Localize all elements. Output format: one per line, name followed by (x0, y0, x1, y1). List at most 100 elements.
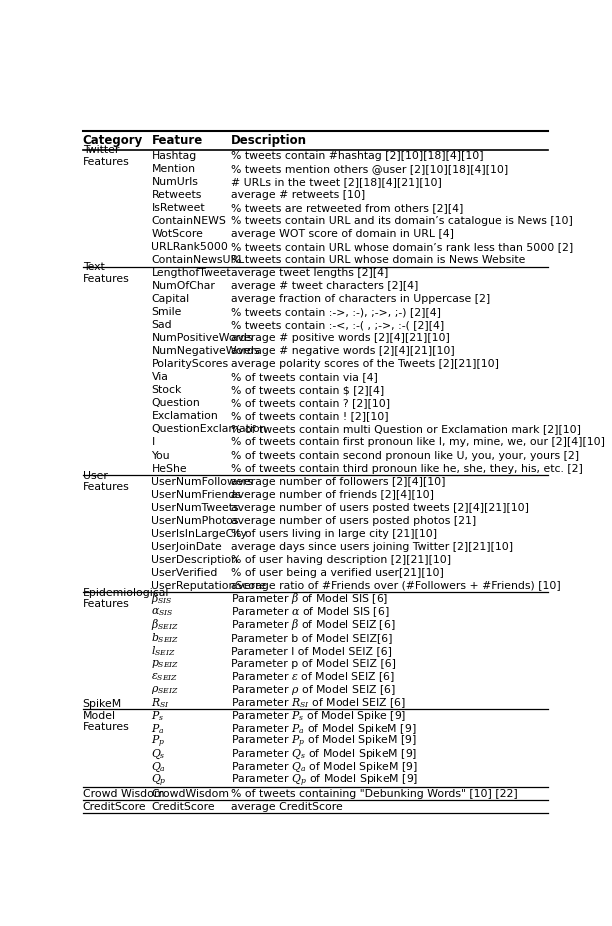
Text: % of tweets contain ! [2][10]: % of tweets contain ! [2][10] (231, 411, 388, 421)
Text: % tweets contain URL whose domain’s rank less than 5000 [2]: % tweets contain URL whose domain’s rank… (231, 243, 573, 252)
Text: $\alpha_{SIS}$: $\alpha_{SIS}$ (151, 606, 174, 618)
Text: Category: Category (83, 134, 143, 147)
Text: LengthofTweet: LengthofTweet (151, 269, 231, 279)
Text: Parameter $\alpha$ of Model SIS [6]: Parameter $\alpha$ of Model SIS [6] (231, 605, 389, 619)
Text: Description: Description (231, 134, 307, 147)
Text: average polarity scores of the Tweets [2][21][10]: average polarity scores of the Tweets [2… (231, 359, 499, 369)
Text: % of tweets contain $ [2][4]: % of tweets contain $ [2][4] (231, 385, 384, 395)
Text: NumPositiveWords: NumPositiveWords (151, 333, 253, 344)
Text: % tweets contain URL whose domain is News Website: % tweets contain URL whose domain is New… (231, 256, 525, 265)
Text: UserDescription: UserDescription (151, 555, 239, 565)
Text: Stock: Stock (151, 385, 182, 395)
Text: User
Features: User Features (83, 470, 129, 493)
Text: CreditScore: CreditScore (151, 802, 215, 812)
Text: CrowdWisdom: CrowdWisdom (151, 789, 230, 799)
Text: UserIsInLargeCity: UserIsInLargeCity (151, 529, 247, 539)
Text: Parameter $P_s$ of Model Spike [9]: Parameter $P_s$ of Model Spike [9] (231, 708, 406, 723)
Text: $p_{SEIZ}$: $p_{SEIZ}$ (151, 657, 179, 669)
Text: Parameter $Q_p$ of Model SpikeM [9]: Parameter $Q_p$ of Model SpikeM [9] (231, 772, 418, 789)
Text: average fraction of characters in Uppercase [2]: average fraction of characters in Upperc… (231, 294, 490, 305)
Text: Parameter l of Model SEIZ [6]: Parameter l of Model SEIZ [6] (231, 645, 392, 656)
Text: UserVerified: UserVerified (151, 568, 218, 578)
Text: PolarityScores: PolarityScores (151, 359, 228, 369)
Text: Retweets: Retweets (151, 190, 202, 200)
Text: average ratio of #Friends over (#Followers + #Friends) [10]: average ratio of #Friends over (#Followe… (231, 581, 561, 591)
Text: QuestionExclamation: QuestionExclamation (151, 424, 267, 434)
Text: You: You (151, 451, 170, 460)
Text: NumOfChar: NumOfChar (151, 282, 215, 292)
Text: average # tweet characters [2][4]: average # tweet characters [2][4] (231, 282, 418, 292)
Text: % of user being a verified user[21][10]: % of user being a verified user[21][10] (231, 568, 444, 578)
Text: % tweets contain :-<, :-( , ;->, :-( [2][4]: % tweets contain :-<, :-( , ;->, :-( [2]… (231, 320, 444, 331)
Text: % of tweets contain third pronoun like he, she, they, his, etc. [2]: % of tweets contain third pronoun like h… (231, 464, 583, 473)
Text: % tweets contain :->, :-), ;->, ;-) [2][4]: % tweets contain :->, :-), ;->, ;-) [2][… (231, 307, 441, 318)
Text: Parameter $R_{SI}$ of Model SEIZ [6]: Parameter $R_{SI}$ of Model SEIZ [6] (231, 696, 406, 709)
Text: SpikeM
Model
Features: SpikeM Model Features (83, 699, 129, 732)
Text: Feature: Feature (151, 134, 203, 147)
Text: average CreditScore: average CreditScore (231, 802, 342, 812)
Text: UserNumFriends: UserNumFriends (151, 490, 241, 499)
Text: Parameter b of Model SEIZ[6]: Parameter b of Model SEIZ[6] (231, 632, 392, 643)
Text: % of tweets contain multi Question or Exclamation mark [2][10]: % of tweets contain multi Question or Ex… (231, 424, 581, 434)
Text: # URLs in the tweet [2][18][4][21][10]: # URLs in the tweet [2][18][4][21][10] (231, 177, 441, 187)
Text: $Q_p$: $Q_p$ (151, 772, 167, 789)
Text: Mention: Mention (151, 164, 195, 174)
Text: $\beta_{SIS}$: $\beta_{SIS}$ (151, 591, 173, 607)
Text: % tweets mention others @user [2][10][18][4][10]: % tweets mention others @user [2][10][18… (231, 164, 508, 174)
Text: % of tweets contain via [4]: % of tweets contain via [4] (231, 372, 378, 382)
Text: Parameter $\beta$ of Model SEIZ [6]: Parameter $\beta$ of Model SEIZ [6] (231, 618, 395, 632)
Text: Via: Via (151, 372, 168, 382)
Text: UserNumFollowers: UserNumFollowers (151, 477, 253, 486)
Text: Parameter $P_p$ of Model SpikeM [9]: Parameter $P_p$ of Model SpikeM [9] (231, 733, 416, 750)
Text: $P_a$: $P_a$ (151, 722, 165, 736)
Text: % of tweets containing "Debunking Words" [10] [22]: % of tweets containing "Debunking Words"… (231, 789, 517, 799)
Text: % tweets are retweeted from others [2][4]: % tweets are retweeted from others [2][4… (231, 203, 463, 213)
Text: % of users living in large city [21][10]: % of users living in large city [21][10] (231, 529, 437, 539)
Text: $Q_s$: $Q_s$ (151, 748, 166, 761)
Text: $Q_a$: $Q_a$ (151, 761, 166, 774)
Text: average number of users posted photos [21]: average number of users posted photos [2… (231, 516, 476, 526)
Text: % tweets contain #hashtag [2][10][18][4][10]: % tweets contain #hashtag [2][10][18][4]… (231, 151, 483, 161)
Text: Crowd Wisdom: Crowd Wisdom (83, 789, 164, 799)
Text: UserNumPhotos: UserNumPhotos (151, 516, 239, 526)
Text: Parameter $\varepsilon$ of Model SEIZ [6]: Parameter $\varepsilon$ of Model SEIZ [6… (231, 669, 395, 683)
Text: CreditScore: CreditScore (83, 802, 146, 812)
Text: % tweets contain URL and its domain’s catalogue is News [10]: % tweets contain URL and its domain’s ca… (231, 216, 572, 226)
Text: URLRank5000: URLRank5000 (151, 243, 228, 252)
Text: average number of followers [2][4][10]: average number of followers [2][4][10] (231, 477, 445, 486)
Text: Parameter $Q_s$ of Model SpikeM [9]: Parameter $Q_s$ of Model SpikeM [9] (231, 748, 417, 761)
Text: Epidemiological
Features: Epidemiological Features (83, 588, 169, 609)
Text: UserReputationScore: UserReputationScore (151, 581, 267, 591)
Text: ContainNEWS: ContainNEWS (151, 216, 226, 226)
Text: average days since users joining Twitter [2][21][10]: average days since users joining Twitter… (231, 542, 513, 552)
Text: Smile: Smile (151, 307, 182, 318)
Text: % of tweets contain ? [2][10]: % of tweets contain ? [2][10] (231, 398, 390, 408)
Text: average WOT score of domain in URL [4]: average WOT score of domain in URL [4] (231, 230, 453, 239)
Text: $P_p$: $P_p$ (151, 733, 166, 750)
Text: % of user having description [2][21][10]: % of user having description [2][21][10] (231, 555, 451, 565)
Text: average tweet lengths [2][4]: average tweet lengths [2][4] (231, 269, 388, 279)
Text: $\varepsilon_{SEIZ}$: $\varepsilon_{SEIZ}$ (151, 670, 179, 682)
Text: average # retweets [10]: average # retweets [10] (231, 190, 365, 200)
Text: Parameter $P_a$ of Model SpikeM [9]: Parameter $P_a$ of Model SpikeM [9] (231, 722, 416, 736)
Text: $\beta_{SEIZ}$: $\beta_{SEIZ}$ (151, 618, 179, 632)
Text: average number of friends [2][4][10]: average number of friends [2][4][10] (231, 490, 434, 499)
Text: $P_s$: $P_s$ (151, 709, 165, 722)
Text: Parameter p of Model SEIZ [6]: Parameter p of Model SEIZ [6] (231, 658, 395, 669)
Text: Text
Features: Text Features (83, 262, 129, 284)
Text: IsRetweet: IsRetweet (151, 203, 205, 213)
Text: Question: Question (151, 398, 200, 408)
Text: I: I (151, 437, 155, 447)
Text: $\rho_{SEIZ}$: $\rho_{SEIZ}$ (151, 683, 179, 695)
Text: average # positive words [2][4][21][10]: average # positive words [2][4][21][10] (231, 333, 450, 344)
Text: Parameter $\rho$ of Model SEIZ [6]: Parameter $\rho$ of Model SEIZ [6] (231, 682, 395, 696)
Text: Sad: Sad (151, 320, 172, 331)
Text: UserJoinDate: UserJoinDate (151, 542, 222, 552)
Text: ContainNewsURL: ContainNewsURL (151, 256, 245, 265)
Text: Parameter $\beta$ of Model SIS [6]: Parameter $\beta$ of Model SIS [6] (231, 591, 388, 607)
Text: average number of users posted tweets [2][4][21][10]: average number of users posted tweets [2… (231, 503, 529, 513)
Text: NumUrls: NumUrls (151, 177, 198, 187)
Text: % of tweets contain second pronoun like U, you, your, yours [2]: % of tweets contain second pronoun like … (231, 451, 579, 460)
Text: $R_{SI}$: $R_{SI}$ (151, 696, 170, 709)
Text: Hashtag: Hashtag (151, 151, 196, 161)
